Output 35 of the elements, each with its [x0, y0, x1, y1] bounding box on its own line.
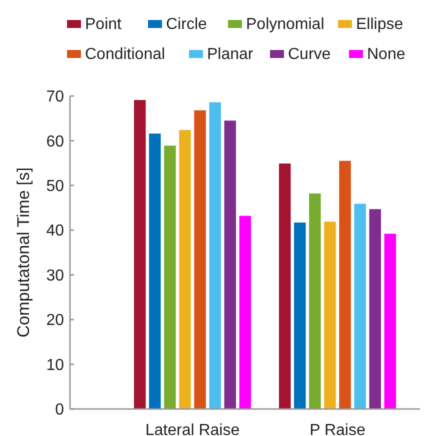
y-tick-label: 30	[46, 267, 64, 284]
y-tick-label: 70	[46, 88, 64, 106]
y-tick-label: 10	[46, 356, 64, 374]
legend-label: Curve	[288, 46, 331, 63]
bar	[149, 134, 161, 409]
bar	[224, 120, 236, 409]
x-tick-label: P Raise	[310, 422, 366, 436]
bar	[164, 146, 176, 409]
y-tick-label: 20	[46, 312, 64, 330]
bar	[179, 130, 191, 409]
bar	[384, 234, 396, 409]
bar	[309, 193, 321, 409]
legend-label: Planar	[207, 46, 254, 63]
legend-label: Ellipse	[356, 16, 404, 33]
bar	[339, 160, 351, 409]
bar	[324, 222, 336, 409]
y-axis-title: Computatonal Time [s]	[14, 167, 33, 338]
bar	[239, 216, 252, 409]
bar	[134, 100, 146, 409]
legend-label: Point	[85, 16, 122, 33]
bar	[209, 102, 221, 409]
bar	[354, 204, 366, 409]
bar	[294, 222, 306, 409]
bar	[369, 209, 381, 409]
bar	[278, 164, 291, 409]
y-tick-label: 50	[46, 178, 64, 196]
legend-label: None	[367, 46, 406, 63]
legend-label: Conditional	[85, 46, 166, 63]
y-tick-label: 0	[55, 402, 64, 419]
legend-label: Polynomial	[246, 16, 324, 33]
legend-label: Circle	[166, 16, 207, 33]
y-tick-label: 60	[46, 133, 64, 150]
y-tick-label: 40	[46, 222, 64, 240]
bar	[194, 110, 206, 409]
x-tick-label: Lateral Raise	[145, 422, 240, 436]
